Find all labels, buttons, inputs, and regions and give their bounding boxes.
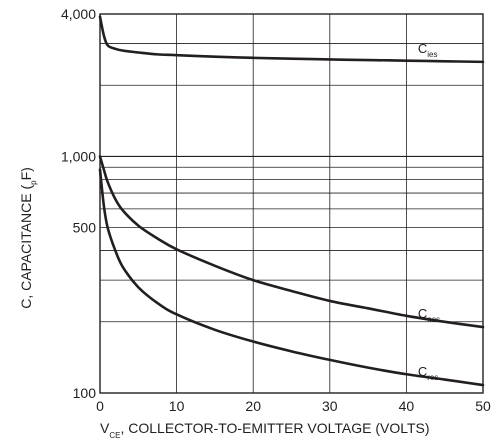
x-tick-label: 0: [96, 398, 104, 414]
series-line-c-oes: [98, 155, 485, 329]
series-label-c-oes: Coes: [418, 306, 440, 324]
y-tick-label: 500: [73, 220, 97, 236]
y-tick-label: 100: [73, 385, 97, 401]
x-tick-label: 10: [169, 398, 185, 414]
tick-labels: 0 10 20 30 40 50 100 500 1,000 4,000: [61, 6, 491, 414]
series-line-c-res: [98, 168, 485, 387]
capacitance-curves: [98, 15, 485, 387]
y-tick-label: 1,000: [61, 148, 96, 164]
series-labels: Cies Coes Cres: [418, 41, 440, 382]
x-tick-label: 30: [322, 398, 338, 414]
x-axis-label: VCE, COLLECTOR-TO-EMITTER VOLTAGE (VOLTS…: [100, 420, 430, 440]
plot-frame: [99, 13, 484, 394]
x-tick-label: 20: [245, 398, 261, 414]
grid-lines: [100, 14, 483, 393]
series-line-c-ies: [98, 15, 485, 64]
series-label-c-res: Cres: [418, 364, 439, 382]
series-label-c-ies: Cies: [418, 41, 438, 59]
x-tick-label: 40: [399, 398, 415, 414]
y-axis-label: C, CAPACITANCE (pF): [18, 167, 38, 309]
x-tick-label: 50: [475, 398, 491, 414]
y-tick-label: 4,000: [61, 6, 96, 22]
